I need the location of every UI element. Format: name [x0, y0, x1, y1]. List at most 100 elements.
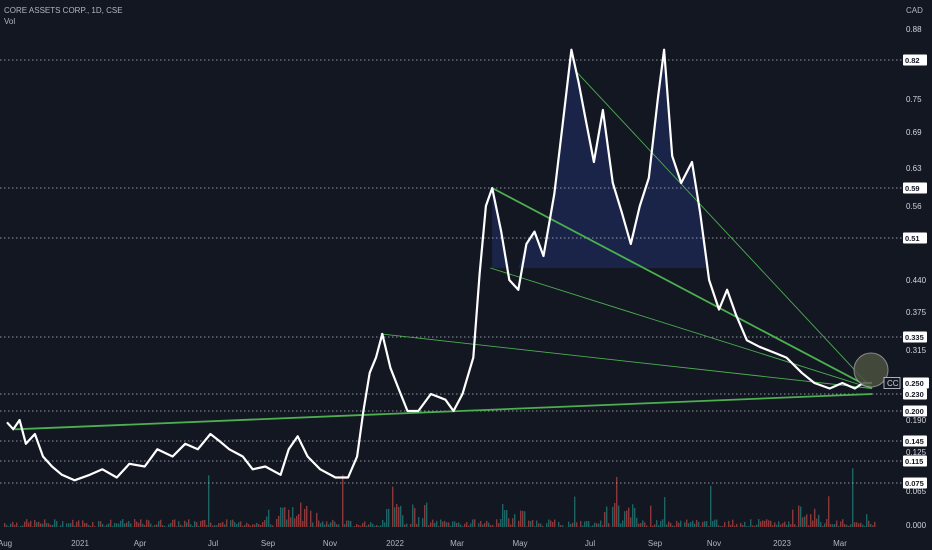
level-label-box: [903, 54, 927, 66]
price-line: [6, 48, 872, 482]
volume-bar: [162, 525, 164, 527]
volume-bar: [588, 521, 590, 527]
volume-bar: [442, 521, 444, 527]
volume-bar: [108, 523, 110, 527]
volume-bar: [870, 523, 872, 527]
ticker-box: [883, 377, 901, 389]
volume-bar: [54, 519, 56, 527]
volume-bar: [248, 524, 250, 527]
volume-bar: [286, 519, 288, 527]
volume-bar: [524, 511, 526, 527]
volume-bar: [760, 521, 762, 527]
volume-bar: [250, 525, 252, 527]
volume-bar: [386, 508, 388, 527]
volume-bar: [638, 523, 640, 527]
y-tick-label: 0.88: [906, 25, 922, 34]
volume-bar: [634, 507, 636, 527]
volume-bar: [740, 522, 742, 527]
volume-bar: [42, 523, 44, 527]
volume-bar: [668, 521, 670, 527]
volume-bar: [426, 502, 428, 527]
volume-bar: [418, 517, 420, 527]
volume-bar: [402, 515, 404, 527]
volume-bar: [536, 520, 538, 527]
volume-bar: [168, 524, 170, 527]
volume-bar: [404, 524, 406, 527]
volume-bar: [272, 525, 274, 527]
volume-bar: [486, 520, 488, 527]
y-tick-label: 0.56: [906, 202, 922, 211]
volume-bar: [322, 521, 324, 527]
volume-bar: [238, 522, 240, 527]
volume-bar: [744, 521, 746, 527]
volume-bar: [528, 520, 530, 527]
trend-line: [490, 267, 873, 389]
volume-bar: [62, 521, 64, 527]
volume-bar: [574, 496, 576, 527]
volume-bar: [432, 519, 434, 527]
volume-bar: [688, 523, 690, 527]
volume-bar: [358, 524, 360, 527]
volume-bar: [616, 476, 618, 527]
volume-bar: [834, 524, 836, 527]
x-tick-label: Sep: [261, 539, 276, 548]
volume-bar: [304, 508, 306, 527]
volume-bar: [334, 521, 336, 527]
volume-bar: [734, 525, 736, 527]
volume-bar: [488, 522, 490, 527]
volume-bar: [366, 525, 368, 527]
volume-bar: [666, 524, 668, 527]
volume-bar: [532, 519, 534, 527]
volume-bar: [310, 510, 312, 527]
volume-bar: [156, 524, 158, 527]
volume-bar: [518, 520, 520, 527]
volume-bar: [192, 526, 194, 527]
volume-bar: [620, 523, 622, 527]
volume-bar: [138, 522, 140, 527]
volume-bar: [212, 525, 214, 527]
level-label-box: [903, 388, 927, 400]
volume-bar: [718, 525, 720, 527]
volume-bar: [84, 523, 86, 527]
volume-bar: [768, 520, 770, 527]
volume-bar: [628, 507, 630, 527]
volume-bar: [650, 505, 652, 527]
volume-bar: [678, 522, 680, 527]
y-axis: 0.88 0.75 0.69 0.63 0.56 0.440 0.375 0.315 0.190…: [906, 25, 927, 530]
volume-bar: [348, 520, 350, 527]
volume-bar: [344, 524, 346, 527]
volume-bar: [758, 519, 760, 527]
volume-bar: [172, 519, 174, 527]
volume-bar: [140, 519, 142, 527]
volume-bar: [864, 526, 866, 527]
volume-bar: [800, 506, 802, 527]
volume-bar: [652, 525, 654, 527]
volume-bar: [280, 507, 282, 527]
volume-bar: [354, 526, 356, 527]
volume-bar: [182, 525, 184, 527]
volume-bar: [36, 522, 38, 527]
volume-bar: [636, 517, 638, 527]
volume-bar: [414, 507, 416, 527]
volume-bar: [258, 524, 260, 527]
volume-bar: [510, 524, 512, 527]
volume-bar: [186, 522, 188, 527]
volume-bar: [196, 522, 198, 527]
volume-bar: [826, 519, 828, 527]
volume-bar: [590, 526, 592, 527]
volume-bar: [520, 510, 522, 527]
volume-bar: [80, 526, 82, 527]
volume-bar: [260, 524, 262, 527]
volume-bar: [424, 505, 426, 527]
volume-bar: [558, 521, 560, 527]
volume-bar: [204, 519, 206, 527]
volume-bar: [804, 516, 806, 527]
volume-bar: [134, 519, 136, 527]
volume-bar: [460, 524, 462, 527]
volume-bar: [502, 504, 504, 527]
level-label: 0.59: [905, 184, 920, 193]
volume-bar: [782, 523, 784, 527]
volume-bar: [774, 522, 776, 527]
volume-bar: [644, 522, 646, 527]
